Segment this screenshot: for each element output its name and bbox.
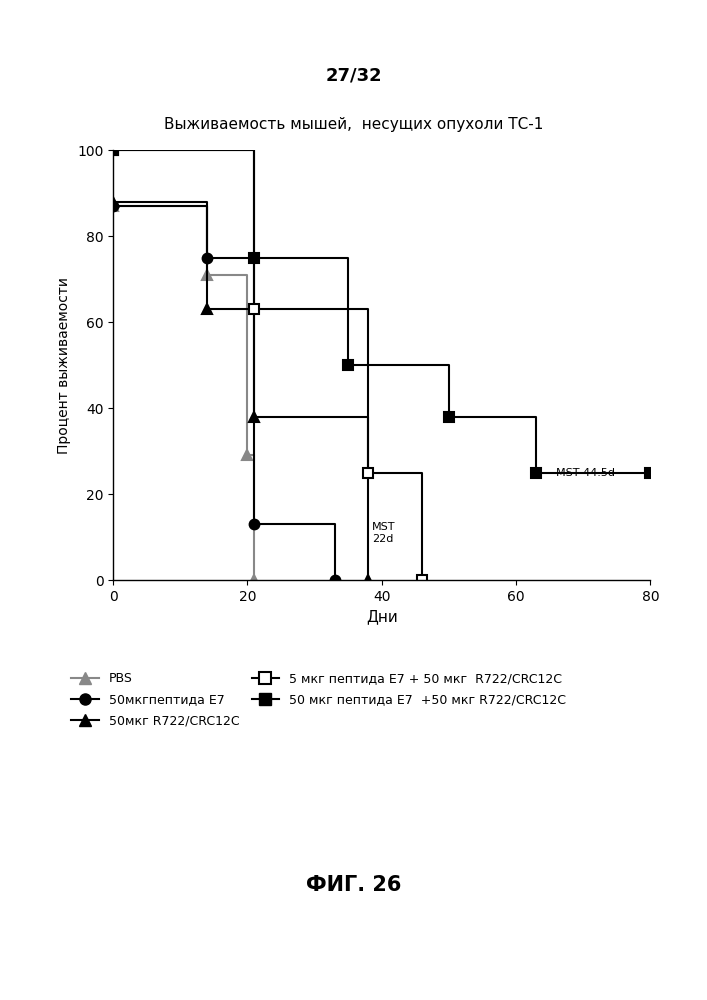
Text: MST 44.5d: MST 44.5d: [556, 468, 615, 478]
Text: 27/32: 27/32: [325, 66, 382, 84]
Text: MST
22d: MST 22d: [372, 522, 395, 544]
Legend: PBS, 50мкгпептида Е7, 50мкг R722/CRC12C, 5 мкг пептида Е7 + 50 мкг  R722/CRC12C,: PBS, 50мкгпептида Е7, 50мкг R722/CRC12C,…: [71, 672, 566, 728]
Y-axis label: Процент выживаемости: Процент выживаемости: [57, 276, 71, 454]
X-axis label: Дни: Дни: [366, 609, 397, 624]
Text: ФИГ. 26: ФИГ. 26: [306, 875, 401, 895]
Text: Выживаемость мышей,  несущих опухоли ТС-1: Выживаемость мышей, несущих опухоли ТС-1: [164, 117, 543, 132]
